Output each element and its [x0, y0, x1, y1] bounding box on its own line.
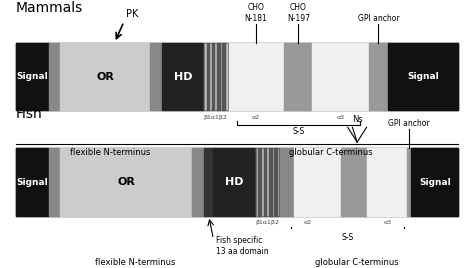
Bar	[204, 148, 213, 216]
Bar	[162, 43, 204, 110]
Text: OR: OR	[118, 177, 135, 187]
Bar	[274, 148, 277, 216]
Bar	[16, 148, 458, 216]
Text: HD: HD	[173, 72, 192, 82]
Bar	[369, 43, 388, 110]
Bar	[256, 148, 279, 216]
Bar	[204, 43, 228, 110]
Bar	[204, 43, 228, 110]
Bar	[16, 43, 48, 110]
Text: Ns: Ns	[352, 115, 363, 124]
Text: GPI anchor: GPI anchor	[357, 14, 399, 23]
Bar	[411, 148, 458, 216]
Text: α3: α3	[337, 115, 345, 120]
Bar	[222, 43, 225, 110]
Bar	[279, 148, 293, 216]
Text: Signal: Signal	[16, 178, 48, 187]
Text: Fish: Fish	[16, 107, 42, 121]
Text: flexible N-terminus: flexible N-terminus	[95, 258, 176, 267]
Text: CHO
N-181: CHO N-181	[245, 3, 267, 23]
Text: globular C-terminus: globular C-terminus	[290, 148, 373, 157]
Bar	[228, 43, 284, 110]
Bar	[284, 43, 312, 110]
Bar	[48, 43, 60, 110]
Bar	[212, 43, 215, 110]
Bar	[388, 43, 458, 110]
Bar	[16, 148, 48, 216]
Text: globular C-terminus: globular C-terminus	[315, 258, 399, 267]
Bar	[60, 148, 192, 216]
Text: Fish specific
13 aa domain: Fish specific 13 aa domain	[216, 236, 268, 255]
Bar	[407, 148, 411, 216]
Text: GPI anchor: GPI anchor	[388, 119, 430, 128]
Text: S-S: S-S	[292, 127, 304, 136]
Text: α2: α2	[252, 115, 260, 120]
Text: α2: α2	[304, 220, 312, 225]
Text: Signal: Signal	[419, 178, 451, 187]
Bar	[207, 43, 209, 110]
Bar	[312, 43, 369, 110]
Bar	[192, 148, 204, 216]
Text: S-S: S-S	[342, 233, 354, 242]
Text: HD: HD	[226, 177, 244, 187]
Text: CHO
N-197: CHO N-197	[287, 3, 310, 23]
Bar	[48, 148, 60, 216]
Text: β1α1β2: β1α1β2	[255, 220, 280, 225]
Bar	[269, 148, 272, 216]
Bar	[293, 148, 341, 216]
Text: Signal: Signal	[407, 72, 439, 81]
Bar	[217, 43, 220, 110]
Bar	[150, 43, 162, 110]
Bar	[16, 43, 458, 110]
Text: Mammals: Mammals	[16, 1, 83, 15]
Text: Signal: Signal	[16, 72, 48, 81]
Text: flexible N-terminus: flexible N-terminus	[70, 148, 150, 157]
Text: β1α1β2: β1α1β2	[204, 115, 228, 120]
Bar	[341, 148, 366, 216]
Bar	[264, 148, 266, 216]
Bar	[60, 43, 150, 110]
Text: PK: PK	[126, 9, 138, 18]
Bar	[213, 148, 256, 216]
Text: α3: α3	[384, 220, 392, 225]
Text: OR: OR	[96, 72, 114, 82]
Bar	[366, 148, 407, 216]
Bar	[256, 148, 279, 216]
Bar	[258, 148, 261, 216]
